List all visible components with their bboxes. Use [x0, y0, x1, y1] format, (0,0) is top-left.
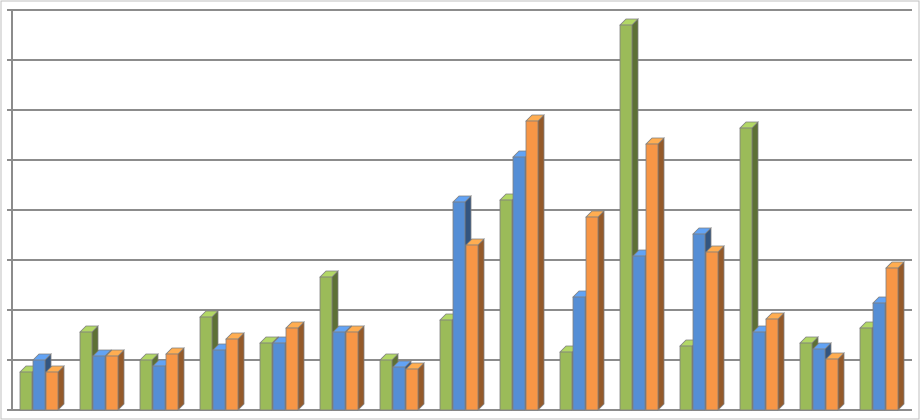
bar — [752, 331, 766, 411]
bar — [572, 296, 586, 411]
bar — [825, 358, 839, 411]
bar — [619, 24, 633, 411]
bar — [259, 342, 273, 411]
bar — [272, 342, 286, 411]
bar — [632, 255, 646, 411]
bar — [439, 319, 453, 411]
bar — [812, 348, 826, 411]
bar-side — [357, 325, 365, 411]
bar — [165, 353, 179, 411]
bar — [645, 143, 659, 411]
bar — [872, 302, 886, 411]
bar — [199, 316, 213, 411]
bar — [285, 327, 299, 411]
bar — [45, 371, 59, 411]
bar — [139, 359, 153, 411]
bar — [452, 201, 466, 411]
bar — [79, 331, 93, 411]
bar — [152, 365, 166, 411]
bar — [465, 244, 479, 411]
bar — [319, 276, 333, 411]
bar — [392, 366, 406, 411]
bar — [559, 351, 573, 411]
bar — [765, 318, 779, 411]
bar — [799, 342, 813, 411]
bar-side — [477, 238, 485, 411]
bar — [525, 120, 539, 411]
bar — [105, 355, 119, 411]
bar-side — [837, 352, 845, 411]
bar — [405, 368, 419, 411]
bar-side — [417, 362, 425, 411]
bar-side — [177, 347, 185, 411]
bar-side — [297, 321, 305, 411]
bar-side — [537, 114, 545, 411]
bar-side — [57, 365, 65, 411]
bar-side — [717, 245, 725, 411]
bar — [212, 349, 226, 411]
bar — [739, 127, 753, 411]
bar — [332, 331, 346, 411]
bar — [345, 331, 359, 411]
bar — [692, 233, 706, 411]
bar — [32, 359, 46, 411]
bar — [512, 156, 526, 411]
bar — [499, 199, 513, 411]
bar — [92, 355, 106, 411]
bar — [585, 216, 599, 411]
bar — [225, 338, 239, 411]
bar-side — [117, 349, 125, 411]
bar — [859, 327, 873, 411]
bar-side — [597, 210, 605, 411]
bar — [679, 345, 693, 411]
bar — [885, 267, 899, 411]
bar — [19, 371, 33, 411]
bar — [379, 359, 393, 411]
bar-side — [237, 332, 245, 411]
bar-side — [897, 261, 905, 411]
bar-side — [657, 137, 665, 411]
bar — [705, 251, 719, 411]
bar-side — [777, 312, 785, 411]
